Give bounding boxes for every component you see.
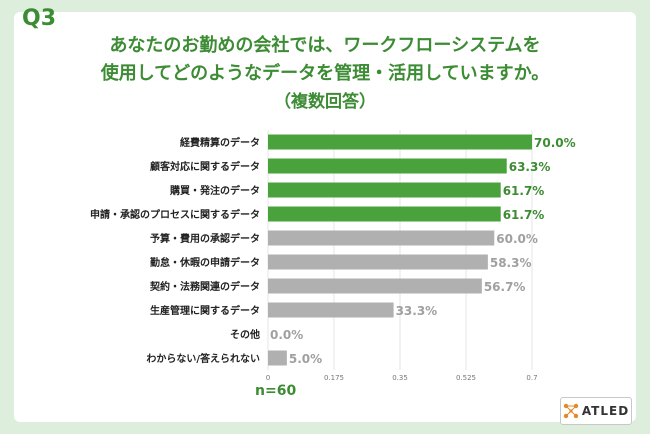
title-line-1: あなたのお勤めの会社では、ワークフローシステムを	[109, 35, 541, 56]
category-label: 申請・承認のプロセスに関するデータ	[90, 208, 260, 221]
category-label: 予算・費用の承認データ	[150, 232, 260, 245]
bar	[268, 206, 501, 222]
x-tick-label: 0	[266, 374, 270, 382]
category-label: 経費精算のデータ	[180, 136, 260, 149]
value-label: 56.7%	[484, 280, 526, 294]
bar	[268, 158, 507, 174]
category-label: 生産管理に関するデータ	[150, 304, 260, 317]
x-tick-label: 0.175	[324, 374, 344, 382]
value-label: 60.0%	[496, 232, 538, 246]
bar	[268, 182, 501, 198]
bar	[268, 350, 287, 366]
bar	[268, 254, 488, 270]
value-label: 0.0%	[270, 328, 303, 342]
category-label: その他	[230, 328, 260, 341]
title-line-3: （複数回答）	[274, 92, 376, 112]
value-label: 70.0%	[534, 136, 576, 150]
x-tick-label: 0.35	[392, 374, 408, 382]
sample-size-label: n=60	[255, 383, 297, 399]
value-label: 61.7%	[503, 184, 545, 198]
category-label: 契約・法務関連のデータ	[150, 280, 260, 293]
value-label: 61.7%	[503, 208, 545, 222]
value-label: 63.3%	[509, 160, 551, 174]
bar	[268, 230, 495, 246]
category-label: 勤怠・休暇の申請データ	[150, 256, 260, 269]
category-label: 購買・発注のデータ	[169, 184, 260, 197]
value-label: 5.0%	[289, 352, 322, 366]
title-line-2: 使用してどのようなデータを管理・活用していますか。	[100, 63, 550, 84]
bar	[268, 134, 532, 150]
brand-name: ATLED	[581, 404, 630, 418]
bar	[268, 278, 482, 294]
bar	[268, 302, 394, 318]
question-label: Q3	[22, 6, 57, 31]
value-label: 33.3%	[396, 304, 438, 318]
network-icon	[563, 403, 579, 419]
category-label: わからない/答えられない	[146, 352, 260, 365]
x-tick-label: 0.7	[526, 374, 537, 382]
value-label: 58.3%	[490, 256, 532, 270]
atled-logo: ATLED	[560, 397, 632, 425]
x-tick-label: 0.525	[456, 374, 476, 382]
category-label: 顧客対応に関するデータ	[150, 160, 260, 173]
